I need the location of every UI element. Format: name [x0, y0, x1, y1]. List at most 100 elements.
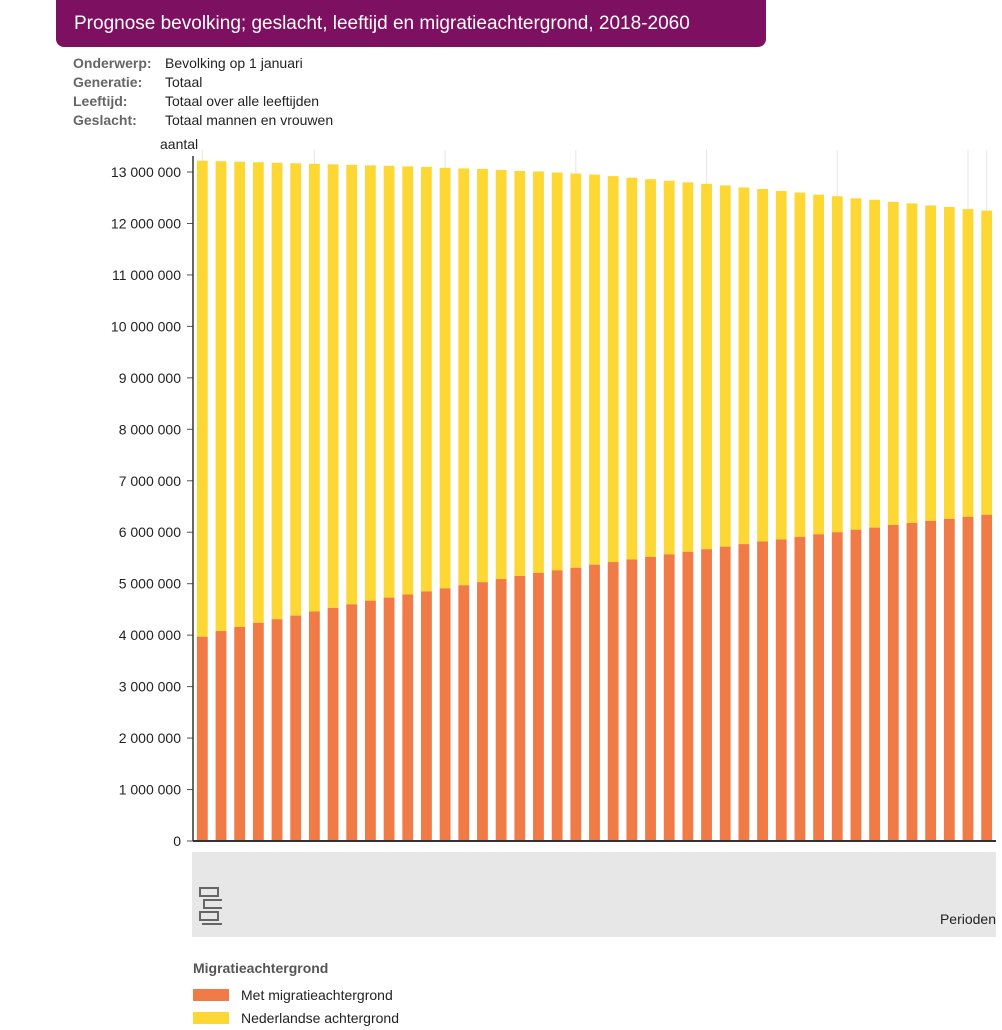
bar-nederlandse-achtergrond — [252, 162, 264, 623]
bar-nederlandse-achtergrond — [663, 180, 675, 555]
meta-key: Onderwerp: — [73, 55, 152, 71]
bar-nederlandse-achtergrond — [831, 196, 843, 533]
bar-nederlandse-achtergrond — [682, 182, 694, 552]
bar-nederlandse-achtergrond — [477, 168, 488, 583]
bar-met-migratieachtergrond — [645, 556, 656, 841]
x-tick-label: 2024 — [299, 848, 330, 850]
bar-chart: 0 1 000 000 2 000 000 3 000 000 4 000 000 5 0… — [111, 150, 1000, 850]
bar-nederlandse-achtergrond — [495, 169, 507, 580]
y-axis-unit-label: aantal — [160, 136, 199, 152]
bar-nederlandse-achtergrond — [589, 174, 600, 565]
bar-nederlandse-achtergrond — [570, 173, 582, 568]
bar-met-migratieachtergrond — [308, 611, 320, 841]
bar-nederlandse-achtergrond — [383, 165, 395, 598]
bar-nederlandse-achtergrond — [234, 161, 246, 627]
bar-met-migratieachtergrond — [458, 585, 470, 841]
bar-nederlandse-achtergrond — [533, 171, 544, 573]
legend-title: Migratieachtergrond — [193, 960, 329, 976]
bar-met-migratieachtergrond — [906, 522, 918, 841]
bar-met-migratieachtergrond — [738, 544, 750, 841]
y-tick-label: 4 000 000 — [119, 627, 181, 643]
bar-nederlandse-achtergrond — [458, 168, 470, 586]
bar-met-migratieachtergrond — [439, 588, 451, 841]
bar-nederlandse-achtergrond — [738, 187, 750, 545]
bar-nederlandse-achtergrond — [346, 164, 358, 605]
legend-item-migration[interactable]: Met migratieachtergrond — [193, 984, 399, 1007]
bar-met-migratieachtergrond — [533, 572, 544, 841]
bar-met-migratieachtergrond — [607, 562, 619, 841]
bar-met-migratieachtergrond — [495, 579, 507, 841]
bar-nederlandse-achtergrond — [290, 163, 302, 616]
y-tick-label: 7 000 000 — [119, 473, 181, 489]
bar-nederlandse-achtergrond — [962, 209, 974, 517]
meta-key: Leeftijd: — [73, 93, 128, 109]
bar-met-migratieachtergrond — [869, 527, 881, 841]
x-tick-label: 2018 — [188, 848, 219, 850]
bar-met-migratieachtergrond — [813, 534, 825, 841]
bar-met-migratieachtergrond — [775, 539, 787, 841]
bar-met-migratieachtergrond — [794, 536, 806, 841]
legend-swatch-migration — [193, 989, 229, 1001]
bar-met-migratieachtergrond — [551, 570, 563, 841]
bar-met-migratieachtergrond — [981, 514, 993, 841]
bar-nederlandse-achtergrond — [551, 172, 563, 571]
bar-nederlandse-achtergrond — [719, 185, 731, 547]
bar-nederlandse-achtergrond — [925, 205, 937, 521]
meta-key: Generatie: — [73, 74, 143, 90]
legend-item-dutch[interactable]: Nederlandse achtergrond — [193, 1007, 399, 1030]
bar-met-migratieachtergrond — [962, 516, 974, 841]
bar-nederlandse-achtergrond — [308, 163, 320, 612]
y-tick-label: 1 000 000 — [119, 782, 181, 798]
x-axis-label: Perioden — [939, 911, 996, 927]
bar-nederlandse-achtergrond — [215, 161, 227, 632]
bar-nederlandse-achtergrond — [271, 162, 283, 620]
bar-nederlandse-achtergrond — [906, 203, 918, 523]
legend-swatch-dutch — [193, 1012, 229, 1024]
x-tick-label: 2059 — [952, 848, 983, 850]
bar-met-migratieachtergrond — [252, 622, 264, 841]
bar-met-migratieachtergrond — [943, 518, 955, 841]
bar-met-migratieachtergrond — [850, 529, 862, 841]
x-tick-label: 2031 — [430, 848, 461, 850]
meta-row-onderwerp: Onderwerp: Bevolking op 1 januari — [73, 54, 333, 73]
bar-met-migratieachtergrond — [234, 626, 246, 841]
bar-met-migratieachtergrond — [570, 567, 582, 841]
bar-met-migratieachtergrond — [215, 631, 227, 841]
cbs-logo-icon — [199, 887, 222, 925]
y-tick-label: 0 — [173, 833, 181, 849]
y-tick-label: 10 000 000 — [111, 318, 181, 334]
bar-met-migratieachtergrond — [757, 541, 768, 841]
bar-nederlandse-achtergrond — [981, 210, 993, 515]
bar-nederlandse-achtergrond — [327, 164, 339, 608]
bar-nederlandse-achtergrond — [775, 191, 787, 540]
bar-met-migratieachtergrond — [589, 564, 600, 841]
meta-row-generatie: Generatie: Totaal — [73, 73, 333, 92]
bar-met-migratieachtergrond — [346, 604, 358, 841]
bar-nederlandse-achtergrond — [887, 201, 899, 526]
x-tick-label: 2038 — [560, 848, 591, 850]
meta-value: Totaal over alle leeftijden — [165, 93, 320, 109]
bar-met-migratieachtergrond — [402, 594, 414, 841]
legend-label: Met migratieachtergrond — [241, 987, 393, 1003]
bar-met-migratieachtergrond — [196, 636, 208, 841]
bar-met-migratieachtergrond — [887, 525, 899, 841]
y-tick-label: 2 000 000 — [119, 730, 181, 746]
meta-row-geslacht: Geslacht: Totaal mannen en vrouwen — [73, 111, 333, 130]
bar-nederlandse-achtergrond — [626, 177, 638, 560]
bar-met-migratieachtergrond — [421, 591, 432, 841]
bar-nederlandse-achtergrond — [813, 194, 825, 535]
bar-met-migratieachtergrond — [514, 575, 526, 841]
bar-met-migratieachtergrond — [663, 554, 675, 841]
bar-met-migratieachtergrond — [701, 549, 712, 841]
x-axis-footer-band: Perioden — [192, 852, 996, 937]
bar-met-migratieachtergrond — [682, 551, 694, 841]
bar-nederlandse-achtergrond — [645, 179, 656, 557]
bar-met-migratieachtergrond — [271, 619, 283, 841]
y-tick-label: 5 000 000 — [119, 576, 181, 592]
y-tick-label: 12 000 000 — [111, 215, 181, 231]
legend: Migratieachtergrond Met migratieachtergr… — [193, 960, 399, 1030]
bar-nederlandse-achtergrond — [402, 166, 414, 595]
bar-met-migratieachtergrond — [290, 615, 302, 841]
bar-nederlandse-achtergrond — [607, 176, 619, 563]
bar-met-migratieachtergrond — [925, 520, 937, 841]
